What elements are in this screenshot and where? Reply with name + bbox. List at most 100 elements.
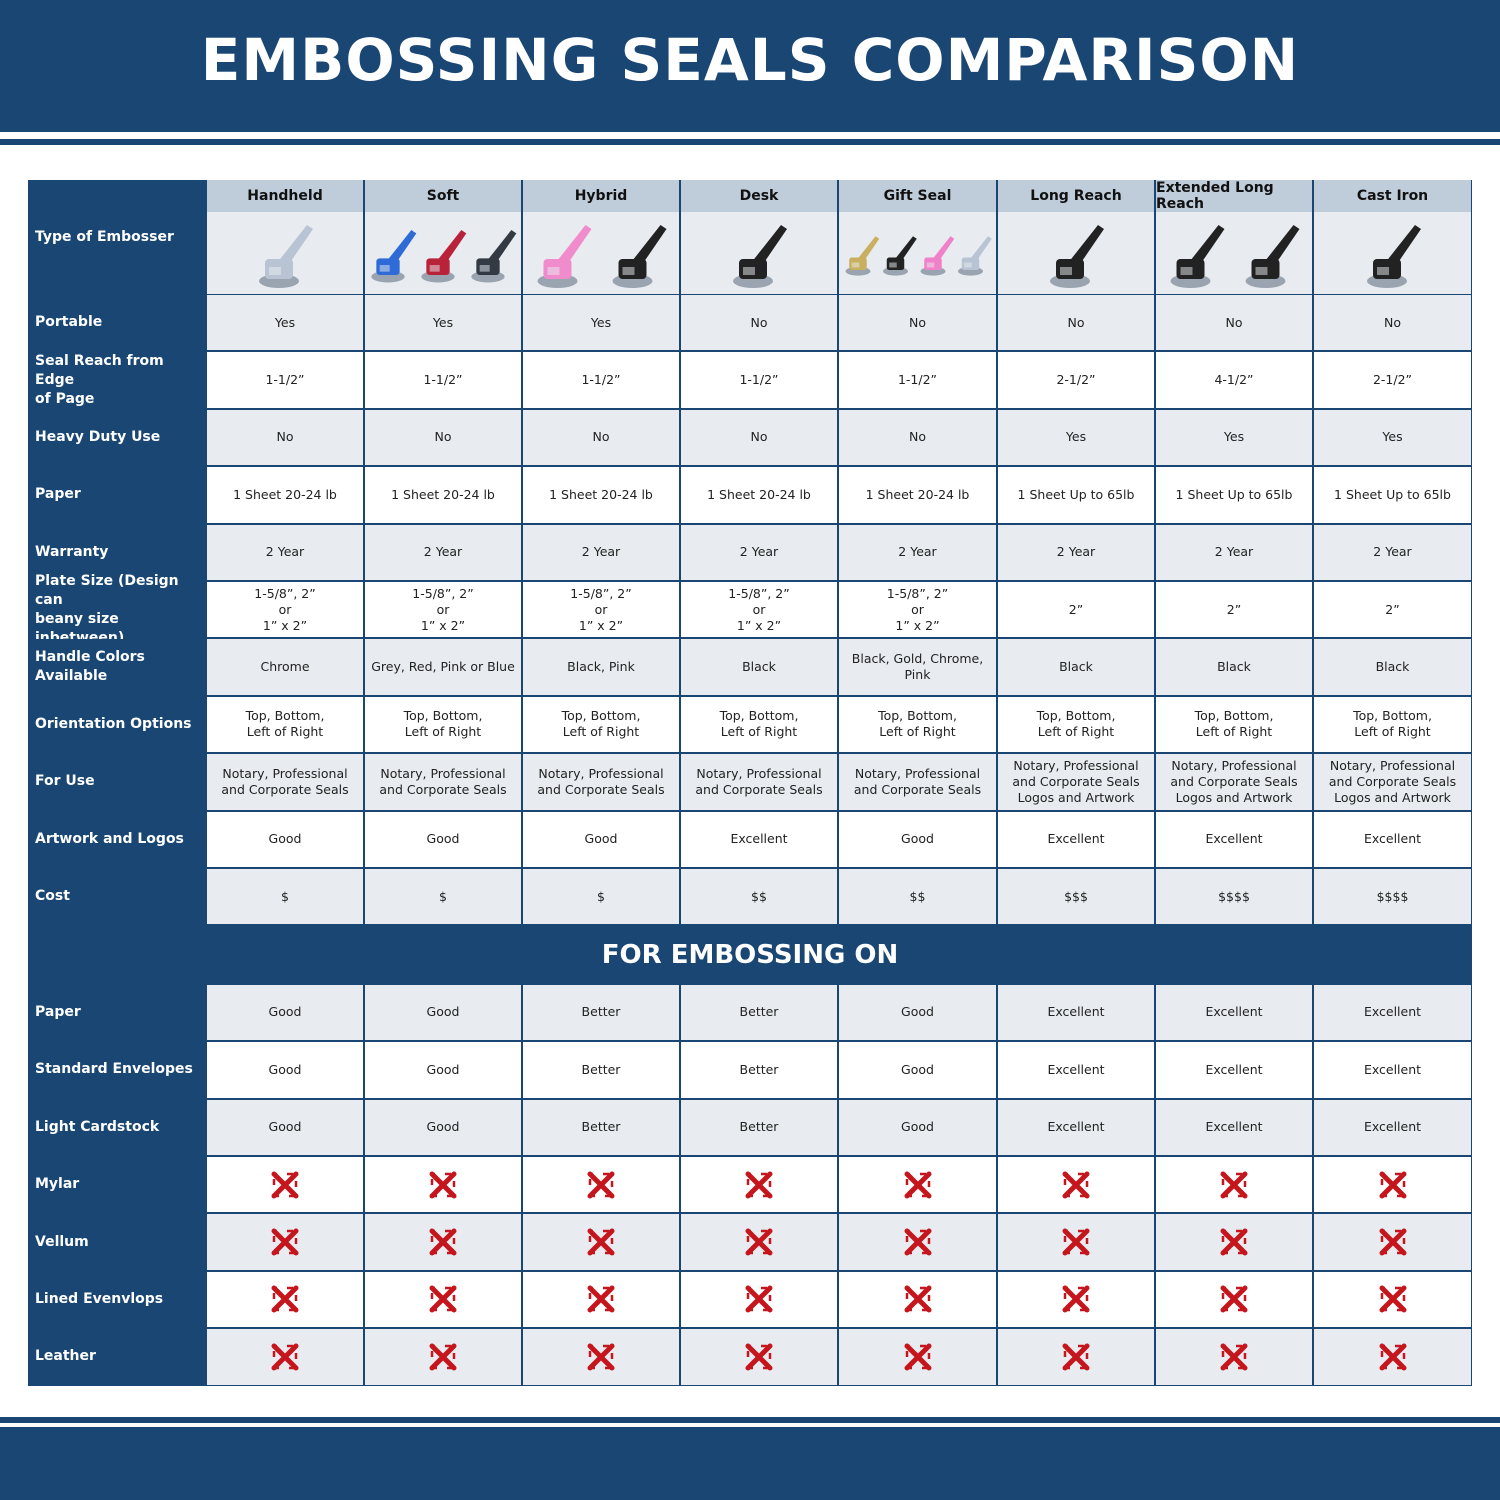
footer-band [0,1427,1500,1500]
table-cell: Notary, Professional and Corporate Seals [681,754,837,810]
table-cell: 2 Year [839,524,996,580]
table-cell: Good [365,1099,521,1155]
table-cell: Notary, Professional and Corporate Seals [839,754,996,810]
table-cell: 2 Year [1156,524,1312,580]
table-cell: Black, Gold, Chrome, Pink [839,639,996,695]
table-cell: Notary, Professional and Corporate Seals… [1314,754,1471,810]
x-mark-icon [207,1329,363,1385]
table-cell: 1 Sheet Up to 65lb [998,467,1154,523]
x-mark-icon [365,1157,521,1213]
table-cell: No [681,409,837,466]
column-header: Cast Iron [1314,180,1471,212]
x-mark-icon [365,1329,521,1385]
x-mark-icon [523,1157,679,1213]
table-cell: No [839,295,996,351]
table-cell: Good [207,1099,363,1155]
x-mark-icon [998,1214,1154,1270]
x-mark-icon [839,1157,996,1213]
comparison-table: Type of Embosser Handheld Soft Hybrid Desk Gi… [28,180,1472,1386]
table-cell: Excellent [1156,1042,1312,1098]
table-cell: Better [523,1042,679,1098]
table-cell: Notary, Professional and Corporate Seals [365,754,521,810]
table-cell: 1 Sheet 20-24 lb [839,467,996,523]
x-mark-icon [365,1271,521,1328]
table-cell: Notary, Professional and Corporate Seals [523,754,679,810]
table-cell: Top, Bottom, Left of Right [1314,696,1471,753]
table-cell: Better [681,984,837,1041]
x-mark-icon [523,1329,679,1385]
x-mark-icon [681,1157,837,1213]
table-cell: Better [681,1099,837,1155]
row-label: Warranty [28,524,205,580]
row-label: Heavy Duty Use [28,409,205,466]
table-cell: Good [365,984,521,1041]
table-cell: 1 Sheet Up to 65lb [1314,467,1471,523]
table-cell: Excellent [1156,1099,1312,1155]
row-label: Handle Colors Available [28,639,205,695]
x-mark-icon [207,1157,363,1213]
table-cell: 1 Sheet 20-24 lb [681,467,837,523]
table-cell: Good [207,1042,363,1098]
row-label: Paper [28,467,205,523]
x-mark-icon [681,1271,837,1328]
table-cell: 1 Sheet 20-24 lb [523,467,679,523]
table-cell: 1-1/2” [681,352,837,408]
table-cell: 2” [998,582,1154,638]
table-cell: Notary, Professional and Corporate Seals… [998,754,1154,810]
table-cell: 1 Sheet Up to 65lb [1156,467,1312,523]
table-cell: Better [523,1099,679,1155]
table-cell: $$$$ [1314,869,1471,925]
header-band [0,0,1500,132]
table-cell: Excellent [1314,811,1471,867]
table-cell: 2 Year [681,524,837,580]
x-mark-icon [1156,1271,1312,1328]
table-cell: Excellent [1156,984,1312,1041]
table-cell: Better [523,984,679,1041]
table-cell: Excellent [1314,984,1471,1041]
table-cell: 1-5/8”, 2” or 1” x 2” [681,582,837,638]
x-mark-icon [681,1329,837,1385]
x-mark-icon [1314,1157,1471,1213]
row-label: Mylar [28,1157,205,1213]
table-cell: Good [839,1042,996,1098]
table-cell: Excellent [1314,1042,1471,1098]
row-label: Light Cardstock [28,1099,205,1155]
table-cell: Good [207,984,363,1041]
column-header: Hybrid [523,180,679,212]
table-cell: Excellent [681,811,837,867]
table-cell: Yes [1156,409,1312,466]
x-mark-icon [523,1214,679,1270]
table-cell: Yes [523,295,679,351]
column-header: Desk [681,180,837,212]
row-label: Leather [28,1329,205,1385]
column-header: Long Reach [998,180,1154,212]
x-mark-icon [207,1271,363,1328]
table-cell: $$$ [998,869,1154,925]
table-cell: Black [681,639,837,695]
x-mark-icon [681,1214,837,1270]
table-cell: Excellent [1156,811,1312,867]
x-mark-icon [1314,1214,1471,1270]
x-mark-icon [839,1214,996,1270]
header-stripe [0,139,1500,145]
table-cell: 1-1/2” [207,352,363,408]
table-cell: No [207,409,363,466]
table-cell: Good [207,811,363,867]
table-cell: Top, Bottom, Left of Right [998,696,1154,753]
table-cell: 4-1/2” [1156,352,1312,408]
embosser-image [681,212,837,294]
table-cell: Yes [998,409,1154,466]
table-cell: $$ [681,869,837,925]
table-cell: Black [998,639,1154,695]
table-cell: Top, Bottom, Left of Right [681,696,837,753]
table-cell: Good [365,1042,521,1098]
table-cell: 1-5/8”, 2” or 1” x 2” [365,582,521,638]
table-cell: Excellent [998,1099,1154,1155]
section-title: FOR EMBOSSING ON [601,940,899,971]
table-cell: Top, Bottom, Left of Right [839,696,996,753]
table-cell: 2-1/2” [1314,352,1471,408]
embosser-image [207,212,363,294]
x-mark-icon [998,1271,1154,1328]
table-cell: 2 Year [998,524,1154,580]
table-cell: 1-1/2” [839,352,996,408]
